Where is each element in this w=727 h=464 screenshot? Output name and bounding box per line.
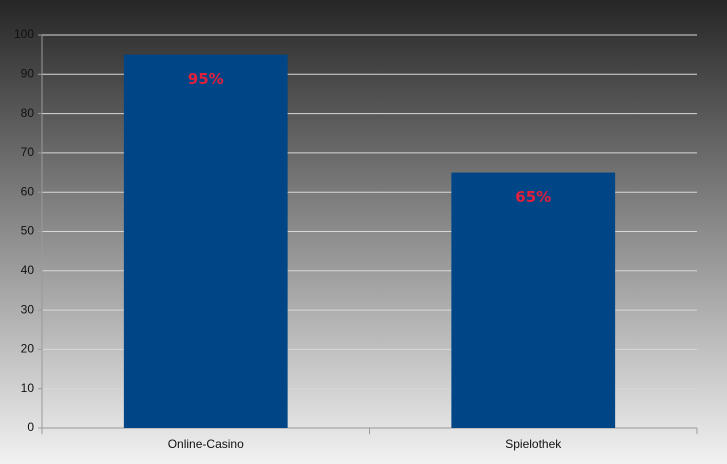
y-tick-label: 30 [21, 302, 35, 316]
y-tick-label: 100 [14, 27, 34, 41]
bar [123, 54, 288, 429]
x-tick-label: Spielothek [505, 437, 562, 451]
y-tick-label: 0 [27, 420, 34, 434]
value-label: 95% [188, 70, 224, 88]
value-label: 65% [515, 188, 551, 206]
y-tick-label: 80 [21, 106, 35, 120]
y-tick-label: 20 [21, 342, 35, 356]
x-tick-label: Online-Casino [168, 437, 244, 451]
bar [451, 172, 616, 428]
y-tick-label: 90 [21, 66, 35, 80]
y-tick-label: 50 [21, 224, 35, 238]
y-tick-label: 70 [21, 145, 35, 159]
y-tick-label: 10 [21, 381, 35, 395]
y-tick-label: 40 [21, 263, 35, 277]
y-tick-label: 60 [21, 184, 35, 198]
